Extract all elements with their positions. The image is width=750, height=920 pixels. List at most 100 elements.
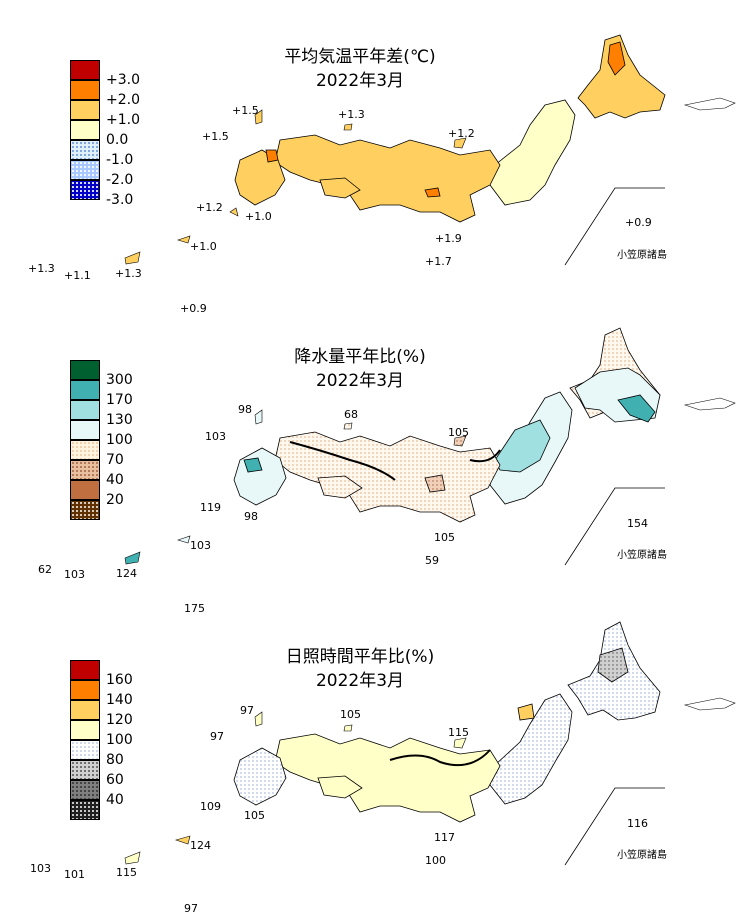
legend-swatch	[70, 660, 100, 680]
legend-label: -2.0	[106, 172, 134, 188]
legend-swatch	[70, 360, 100, 380]
legend-swatch	[70, 500, 100, 520]
hokkaido-wetter-spot	[617, 394, 656, 423]
station-value: 154	[627, 517, 648, 530]
legend-swatch	[70, 100, 100, 120]
legend-swatch	[70, 760, 100, 780]
okinawa-island	[124, 251, 141, 265]
hokkaido	[577, 34, 666, 119]
sado-island	[453, 435, 467, 447]
legend-swatch	[70, 680, 100, 700]
station-value: 97	[240, 704, 254, 717]
ogasawara-label: 小笠原諸島	[617, 850, 667, 861]
kyushu-hot-spot	[265, 149, 279, 163]
legend-swatch	[70, 800, 100, 820]
station-value: 124	[116, 567, 137, 580]
hokkaido-low-sunshine	[597, 647, 629, 683]
oki-island	[343, 724, 353, 732]
legend-label: 80	[106, 752, 124, 768]
oki-island	[343, 123, 353, 131]
shikoku	[317, 475, 363, 499]
legend-label: 70	[106, 452, 124, 468]
kurile-islands	[683, 97, 736, 111]
station-value: +0.9	[625, 216, 652, 229]
station-value: 175	[184, 602, 205, 615]
precipitation-subtitle: 2022年3月	[315, 371, 405, 391]
legend-swatch	[70, 720, 100, 740]
temperature-panel: 平均気温平年差(℃) 2022年3月 +3.0 +2.0 +1.0 0.0 -1…	[0, 0, 750, 315]
station-value: 97	[184, 902, 198, 915]
legend-swatch	[70, 80, 100, 100]
station-value: +1.0	[190, 240, 217, 253]
shikoku	[317, 775, 363, 799]
sado-island	[453, 137, 467, 149]
ogasawara-inset-frame	[564, 787, 665, 866]
legend-swatch	[70, 480, 100, 500]
oki-island	[343, 422, 353, 430]
legend-label: 140	[106, 692, 133, 708]
station-value: 103	[30, 862, 51, 875]
station-value: 103	[64, 568, 85, 581]
station-value: 124	[190, 839, 211, 852]
legend-swatch	[70, 440, 100, 460]
sunshine-title: 日照時間平年比(%)	[285, 647, 435, 667]
station-value: 109	[200, 800, 221, 813]
legend-label: 160	[106, 672, 133, 688]
legend-label: 100	[106, 432, 133, 448]
sunshine-panel: 日照時間平年比(%) 2022年3月 160 140 120 100 80 60…	[0, 600, 750, 915]
ogasawara-inset-frame	[564, 487, 665, 566]
legend-swatch	[70, 400, 100, 420]
tsushima-island	[254, 109, 263, 125]
legend-swatch	[70, 120, 100, 140]
sunshine-map	[124, 621, 736, 866]
legend-swatch	[70, 780, 100, 800]
legend-label: 40	[106, 792, 124, 808]
station-value: 103	[190, 539, 211, 552]
central-dry-spot	[424, 474, 446, 493]
station-value: 105	[340, 708, 361, 721]
legend-swatch	[70, 700, 100, 720]
precipitation-panel: 降水量平年比(%) 2022年3月 300 170 130 100 70 40 …	[0, 300, 750, 615]
goto-island	[229, 207, 239, 217]
station-value: 101	[64, 868, 85, 881]
kyushu	[233, 747, 287, 806]
okinawa-island	[124, 551, 141, 565]
tohoku-bright-spot	[517, 703, 535, 721]
station-value: +1.0	[245, 210, 272, 223]
legend-swatch	[70, 180, 100, 200]
legend-swatch	[70, 460, 100, 480]
legend-label: 0.0	[106, 132, 129, 148]
kurile-islands	[683, 697, 736, 711]
station-value: 100	[425, 854, 446, 867]
station-value: 105	[244, 809, 265, 822]
station-value: 115	[448, 726, 469, 739]
ogasawara-label: 小笠原諸島	[617, 550, 667, 561]
legend-label: 60	[106, 772, 124, 788]
station-value: 117	[434, 831, 455, 844]
legend-swatch	[70, 740, 100, 760]
ogasawara-label: 小笠原諸島	[617, 250, 667, 261]
station-value: +1.5	[202, 130, 229, 143]
legend-label: 20	[106, 492, 124, 508]
precipitation-title: 降水量平年比(%)	[294, 347, 426, 367]
sunshine-subtitle: 2022年3月	[315, 671, 405, 691]
legend-label: 130	[106, 412, 133, 428]
tsushima-island	[254, 711, 263, 727]
legend-label: -1.0	[106, 152, 134, 168]
station-value: 116	[627, 817, 648, 830]
station-value: +1.3	[28, 262, 55, 275]
legend-swatch	[70, 160, 100, 180]
legend-swatch	[70, 380, 100, 400]
legend-label: 170	[106, 392, 133, 408]
station-value: +1.5	[232, 104, 259, 117]
station-value: 103	[205, 430, 226, 443]
station-value: 97	[210, 730, 224, 743]
legend-label: -3.0	[106, 192, 134, 208]
legend-label: +3.0	[106, 72, 140, 88]
station-value: +1.7	[425, 255, 452, 268]
station-value: 59	[425, 554, 439, 567]
temperature-title: 平均気温平年差(℃)	[284, 47, 436, 67]
tohoku	[489, 693, 573, 805]
amami-island	[174, 835, 191, 845]
precipitation-map	[124, 327, 736, 566]
